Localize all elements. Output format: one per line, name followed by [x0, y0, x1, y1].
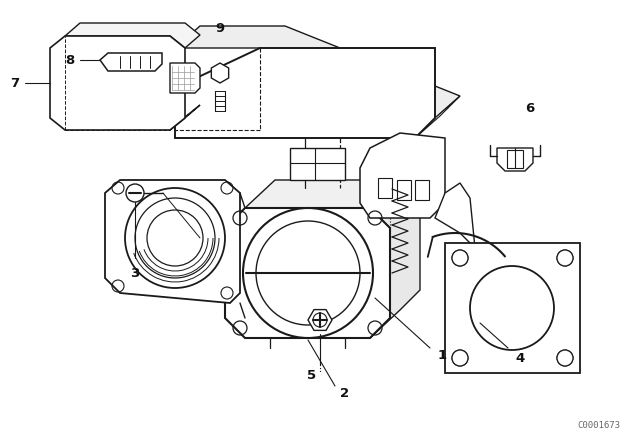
Text: 4: 4 — [515, 352, 525, 365]
Polygon shape — [370, 180, 420, 338]
Circle shape — [126, 184, 144, 202]
Circle shape — [557, 350, 573, 366]
Polygon shape — [175, 26, 460, 118]
Polygon shape — [175, 48, 435, 138]
Polygon shape — [290, 148, 345, 180]
Polygon shape — [415, 96, 460, 138]
Text: 5: 5 — [307, 369, 317, 382]
Circle shape — [470, 266, 554, 350]
Polygon shape — [170, 105, 200, 130]
Text: 1: 1 — [437, 349, 447, 362]
Bar — [507, 150, 523, 168]
Bar — [378, 178, 392, 198]
Text: 6: 6 — [525, 102, 534, 115]
Polygon shape — [65, 23, 200, 48]
Circle shape — [452, 350, 468, 366]
Text: 2: 2 — [340, 387, 349, 400]
Polygon shape — [245, 180, 400, 208]
Polygon shape — [170, 63, 200, 93]
Polygon shape — [105, 180, 240, 303]
Polygon shape — [100, 53, 162, 71]
Polygon shape — [308, 310, 332, 330]
Bar — [445, 243, 580, 373]
Polygon shape — [435, 183, 475, 248]
Polygon shape — [211, 63, 228, 83]
Bar — [397, 180, 411, 200]
Circle shape — [452, 250, 468, 266]
Circle shape — [557, 250, 573, 266]
Text: 7: 7 — [10, 77, 20, 90]
Text: 8: 8 — [65, 53, 75, 66]
Polygon shape — [360, 133, 445, 218]
Polygon shape — [225, 208, 390, 338]
Circle shape — [125, 188, 225, 288]
Bar — [415, 180, 429, 200]
Text: C0001673: C0001673 — [577, 421, 620, 430]
Polygon shape — [50, 36, 185, 130]
Polygon shape — [497, 148, 533, 171]
Text: 3: 3 — [131, 267, 140, 280]
Text: 9: 9 — [216, 22, 225, 34]
Circle shape — [243, 208, 373, 338]
